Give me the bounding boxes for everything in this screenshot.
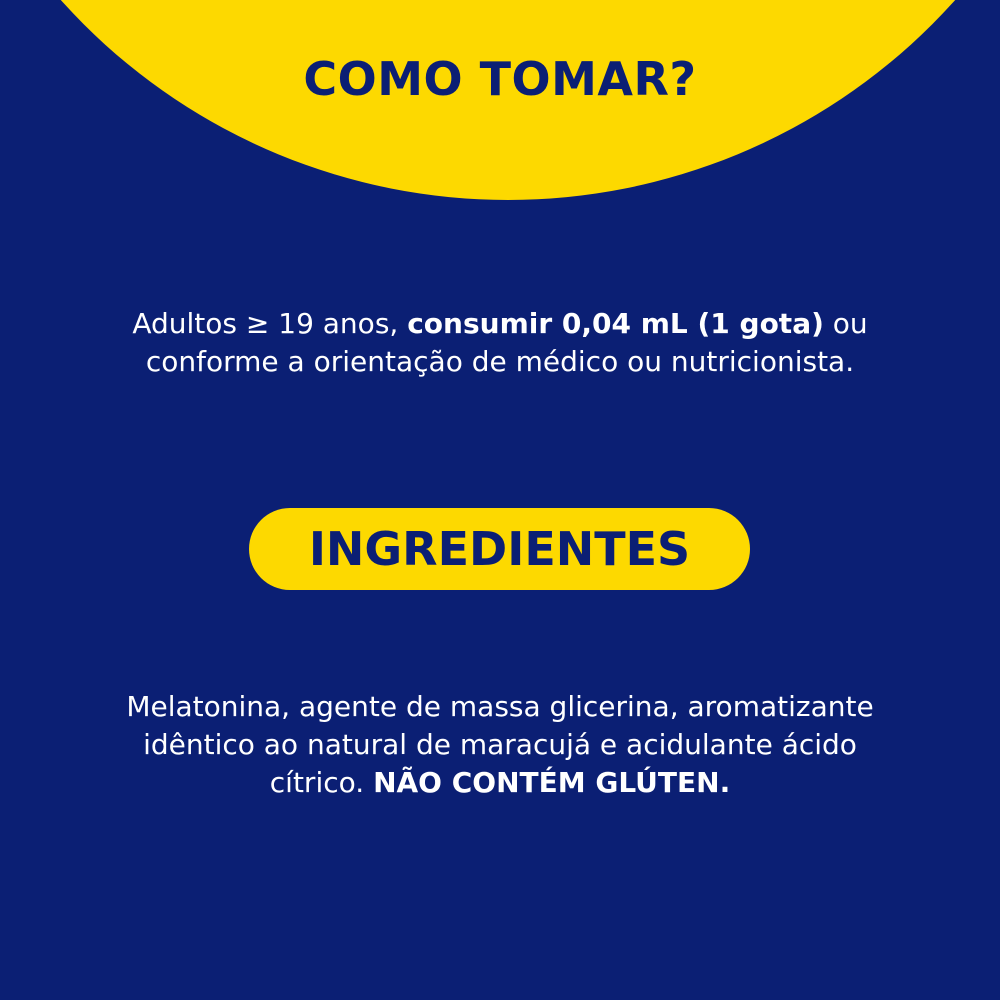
how-to-title: COMO TOMAR? xyxy=(303,52,697,106)
how-to-text-line2: conforme a orientação de médico ou nutri… xyxy=(145,345,855,378)
yellow-circle-shape xyxy=(61,0,955,200)
ingredients-title: INGREDIENTES xyxy=(308,522,691,576)
how-to-text-start: Adultos ≥ 19 anos, xyxy=(132,307,408,340)
yellow-header-circle xyxy=(61,0,955,200)
ingredients-line2: idêntico ao natural de maracujá e acidul… xyxy=(143,728,857,761)
how-to-text: Adultos ≥ 19 anos, consumir 0,04 mL (1 g… xyxy=(20,305,980,381)
how-to-text-end: ou xyxy=(823,307,868,340)
ingredients-pill: INGREDIENTES xyxy=(249,508,750,590)
ingredients-text: Melatonina, agente de massa glicerina, a… xyxy=(20,688,980,802)
dosage-bold: consumir 0,04 mL (1 gota) xyxy=(407,307,824,340)
ingredients-line3: cítrico. xyxy=(269,766,374,799)
gluten-free-notice: NÃO CONTÉM GLÚTEN. xyxy=(373,766,731,799)
ingredients-line1: Melatonina, agente de massa glicerina, a… xyxy=(126,690,874,723)
